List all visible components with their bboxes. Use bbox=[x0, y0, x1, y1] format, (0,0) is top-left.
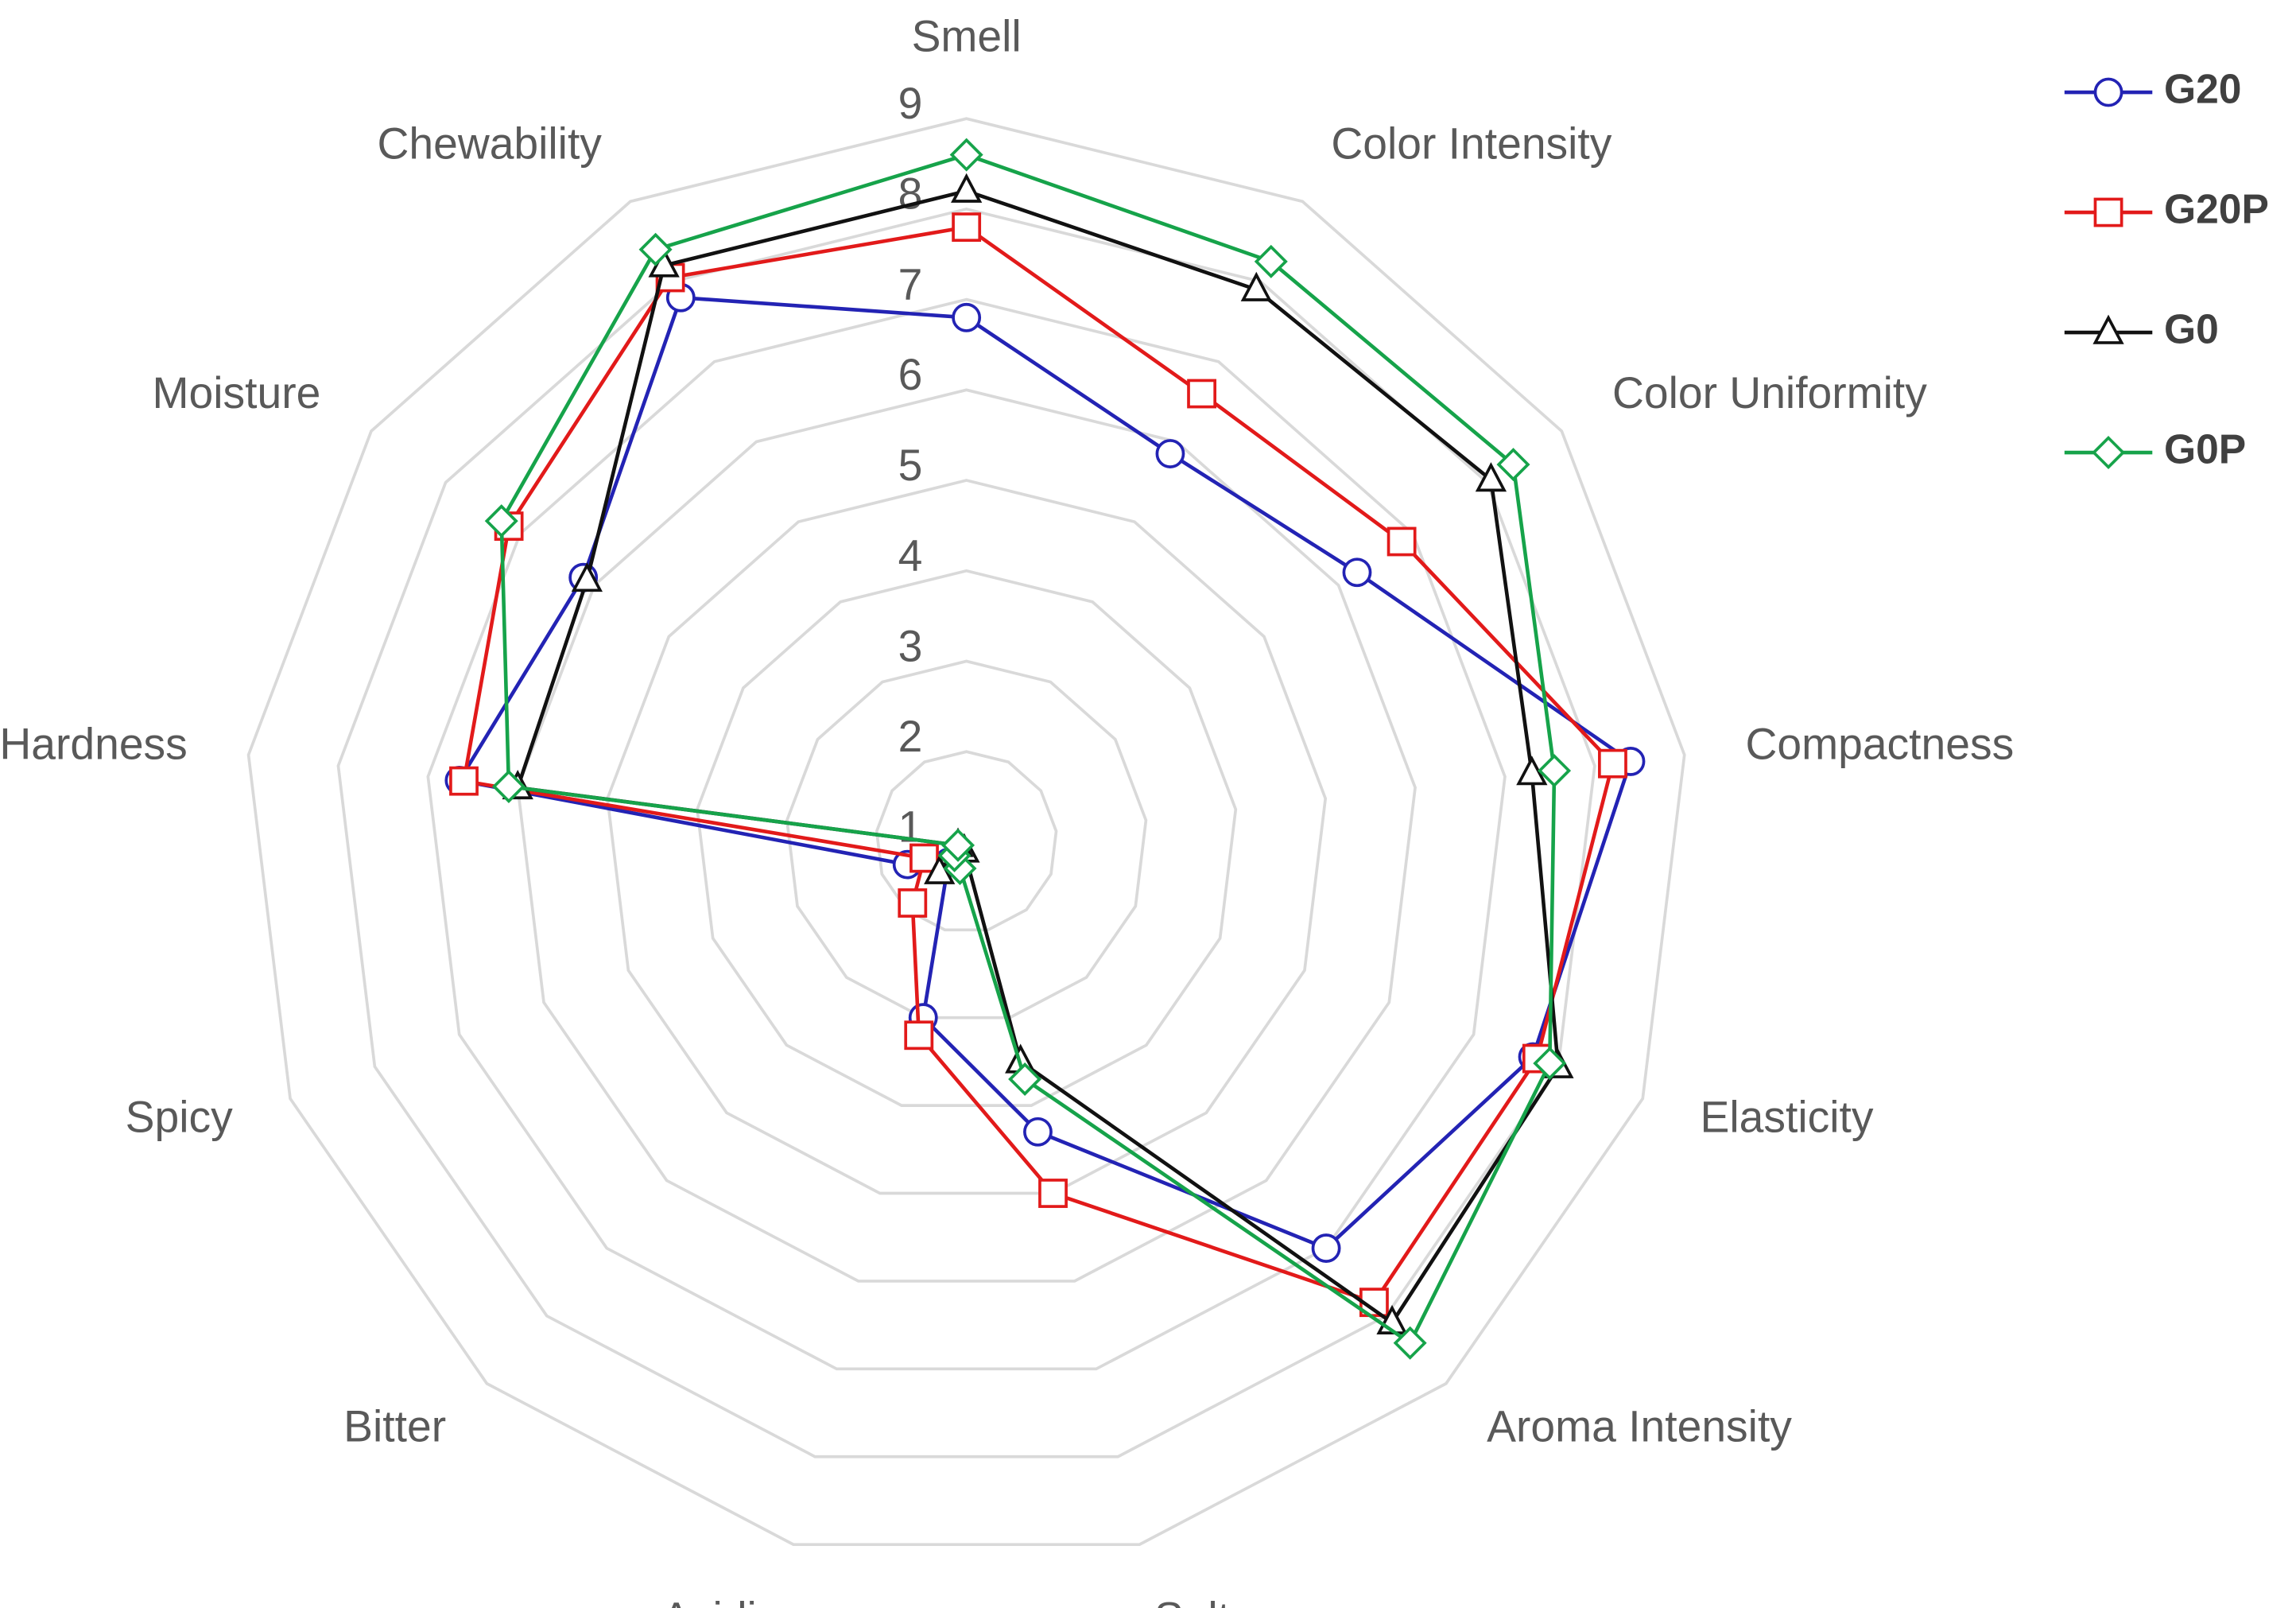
grid-ring bbox=[246, 117, 1686, 1547]
point bbox=[898, 888, 928, 918]
axis-label: Bitter bbox=[343, 1401, 446, 1451]
axis-label: Chewability bbox=[378, 118, 603, 168]
point bbox=[1240, 271, 1272, 301]
point bbox=[904, 1020, 934, 1051]
series bbox=[502, 173, 1574, 1334]
point bbox=[491, 769, 526, 803]
point bbox=[1393, 1326, 1427, 1360]
point bbox=[449, 766, 479, 796]
point bbox=[1155, 439, 1185, 468]
point bbox=[1342, 557, 1372, 588]
legend-marker bbox=[2092, 314, 2124, 344]
axis-label: Color Uniformity bbox=[1612, 368, 1927, 418]
point bbox=[1311, 1233, 1341, 1263]
grid-ring bbox=[606, 479, 1328, 1195]
point bbox=[952, 302, 982, 332]
r-tick-label: 9 bbox=[898, 79, 923, 128]
series-line bbox=[499, 153, 1557, 1346]
grid-ring bbox=[696, 569, 1238, 1107]
axis-label: Acidic bbox=[661, 1593, 778, 1608]
point bbox=[1023, 1117, 1053, 1147]
axis-label: Smell bbox=[912, 11, 1022, 60]
axis-label: Color Intensity bbox=[1331, 118, 1611, 168]
r-tick-label: 8 bbox=[898, 169, 923, 219]
grid-ring bbox=[336, 207, 1596, 1458]
r-tick-label: 4 bbox=[898, 531, 923, 581]
axis-label: Hardness bbox=[0, 719, 188, 768]
r-tick-label: 6 bbox=[898, 350, 923, 399]
point bbox=[1533, 1047, 1567, 1081]
grid-ring bbox=[875, 750, 1058, 932]
point bbox=[1254, 244, 1288, 278]
point bbox=[1008, 1062, 1042, 1097]
point bbox=[484, 504, 518, 538]
point bbox=[1538, 754, 1572, 788]
r-tick-label: 7 bbox=[898, 259, 923, 309]
grid-ring bbox=[426, 297, 1507, 1371]
point bbox=[1475, 462, 1507, 492]
series-line bbox=[457, 295, 1633, 1250]
legend-label: G0 bbox=[2164, 306, 2219, 352]
axis-label: Salty bbox=[1154, 1593, 1252, 1608]
point bbox=[951, 173, 983, 203]
point bbox=[1038, 1179, 1068, 1208]
axis-label: Aroma Intensity bbox=[1487, 1401, 1792, 1451]
point bbox=[909, 843, 939, 873]
axis-label: Moisture bbox=[153, 368, 321, 418]
legend-marker bbox=[2093, 77, 2123, 107]
legend-marker bbox=[2092, 436, 2126, 470]
r-tick-label: 3 bbox=[898, 621, 923, 670]
point bbox=[1496, 448, 1530, 482]
point bbox=[941, 828, 975, 862]
point bbox=[571, 562, 603, 592]
grid-ring bbox=[785, 659, 1148, 1020]
point bbox=[1187, 379, 1217, 409]
series bbox=[444, 282, 1646, 1263]
axis-label: Compactness bbox=[1746, 719, 2015, 768]
axis-label: Elasticity bbox=[1701, 1092, 1874, 1141]
r-tick-label: 1 bbox=[898, 802, 923, 852]
series bbox=[449, 212, 1627, 1318]
r-tick-label: 5 bbox=[898, 441, 923, 490]
axis-label: Spicy bbox=[126, 1092, 233, 1141]
point bbox=[949, 138, 983, 172]
legend-label: G0P bbox=[2164, 426, 2246, 472]
legend-label: G20P bbox=[2164, 186, 2269, 232]
point bbox=[1598, 748, 1627, 779]
legend-marker bbox=[2093, 197, 2123, 227]
series-line bbox=[515, 188, 1561, 1325]
point bbox=[638, 232, 673, 266]
point bbox=[1387, 526, 1417, 557]
r-tick-label: 2 bbox=[898, 712, 923, 761]
legend-label: G20 bbox=[2164, 66, 2241, 112]
point bbox=[952, 212, 982, 243]
series bbox=[484, 138, 1572, 1360]
grid-ring bbox=[516, 388, 1417, 1283]
